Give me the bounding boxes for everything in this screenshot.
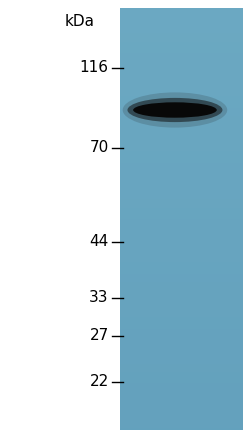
Text: 33: 33 [89,290,109,305]
Text: 116: 116 [80,60,109,76]
Ellipse shape [123,92,227,127]
Text: 22: 22 [90,375,109,390]
Text: kDa: kDa [65,15,95,29]
Text: 27: 27 [90,328,109,343]
Ellipse shape [128,98,222,122]
Text: 70: 70 [90,140,109,156]
Text: 44: 44 [90,235,109,250]
Ellipse shape [133,102,217,118]
